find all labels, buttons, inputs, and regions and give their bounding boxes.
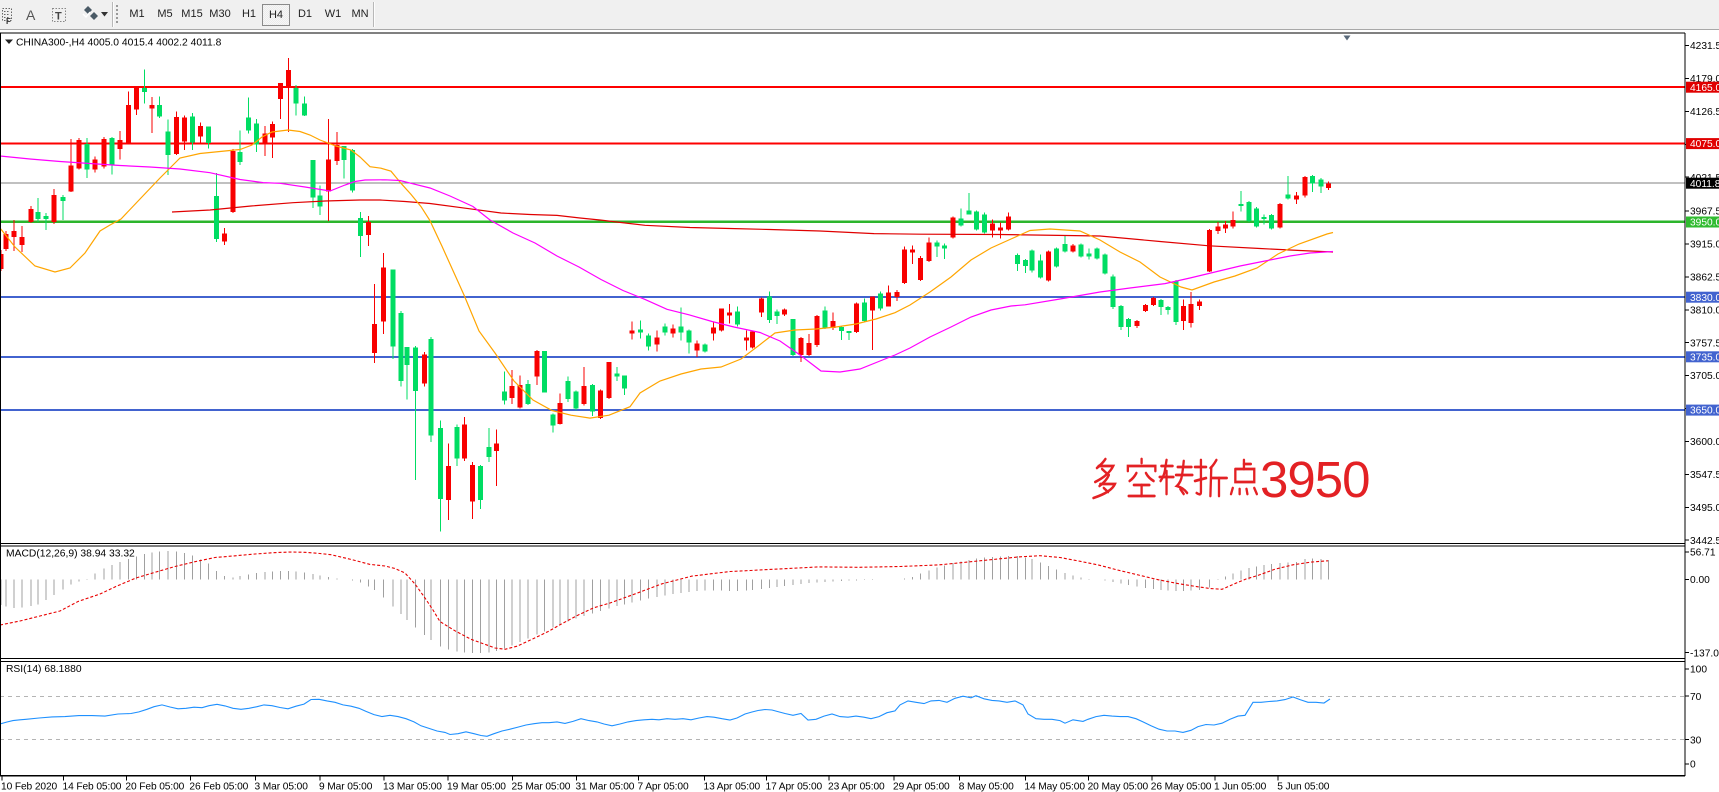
svg-text:3 Mar 05:00: 3 Mar 05:00 (255, 782, 309, 792)
svg-text:F: F (6, 17, 11, 26)
svg-text:30: 30 (1690, 735, 1702, 746)
svg-text:14 May 05:00: 14 May 05:00 (1024, 782, 1085, 792)
svg-text:3442.5: 3442.5 (1690, 536, 1719, 547)
svg-text:3862.5: 3862.5 (1690, 272, 1719, 283)
svg-text:-137.01: -137.01 (1690, 648, 1719, 659)
svg-text:20 May 05:00: 20 May 05:00 (1088, 782, 1149, 792)
svg-text:4011.8: 4011.8 (1690, 179, 1719, 190)
svg-text:31 Mar 05:00: 31 Mar 05:00 (576, 782, 635, 792)
svg-text:3950: 3950 (1260, 451, 1369, 508)
svg-text:3705.0: 3705.0 (1690, 371, 1719, 382)
svg-text:4231.5: 4231.5 (1690, 41, 1719, 52)
svg-text:100: 100 (1690, 665, 1707, 676)
svg-text:3967.5: 3967.5 (1690, 207, 1719, 218)
svg-text:26 May 05:00: 26 May 05:00 (1151, 782, 1212, 792)
svg-text:RSI(14) 68.1880: RSI(14) 68.1880 (6, 664, 82, 675)
svg-text:3735.0: 3735.0 (1690, 352, 1719, 363)
svg-text:1 Jun 05:00: 1 Jun 05:00 (1214, 782, 1267, 792)
svg-text:23 Apr 05:00: 23 Apr 05:00 (828, 782, 885, 792)
svg-text:25 Mar 05:00: 25 Mar 05:00 (512, 782, 571, 792)
svg-text:A: A (26, 7, 36, 23)
svg-text:26 Feb 05:00: 26 Feb 05:00 (189, 782, 248, 792)
svg-text:4126.5: 4126.5 (1690, 107, 1719, 118)
svg-text:13 Apr 05:00: 13 Apr 05:00 (704, 782, 761, 792)
svg-text:3650.0: 3650.0 (1690, 406, 1719, 417)
svg-text:8 May 05:00: 8 May 05:00 (959, 782, 1014, 792)
svg-text:3600.0: 3600.0 (1690, 437, 1719, 448)
svg-text:3950.0: 3950.0 (1690, 218, 1719, 229)
svg-text:19 Mar 05:00: 19 Mar 05:00 (447, 782, 506, 792)
svg-text:7 Apr 05:00: 7 Apr 05:00 (638, 782, 689, 792)
svg-text:13 Mar 05:00: 13 Mar 05:00 (383, 782, 442, 792)
svg-text:29 Apr 05:00: 29 Apr 05:00 (893, 782, 950, 792)
svg-text:56.71: 56.71 (1690, 548, 1716, 559)
svg-text:14 Feb 05:00: 14 Feb 05:00 (63, 782, 122, 792)
svg-text:3495.0: 3495.0 (1690, 503, 1719, 514)
svg-text:0: 0 (1690, 760, 1696, 771)
svg-text:20 Feb 05:00: 20 Feb 05:00 (125, 782, 184, 792)
svg-text:4075.0: 4075.0 (1690, 139, 1719, 150)
svg-text:4165.0: 4165.0 (1690, 83, 1719, 94)
svg-text:3810.0: 3810.0 (1690, 305, 1719, 316)
svg-text:3547.5: 3547.5 (1690, 470, 1719, 481)
svg-text:CHINA300-,H4 4005.0 4015.4 40: CHINA300-,H4 4005.0 4015.4 4002.2 4011.8 (16, 38, 222, 49)
svg-text:70: 70 (1690, 692, 1702, 703)
svg-text:MACD(12,26,9) 38.94 33.32: MACD(12,26,9) 38.94 33.32 (6, 549, 135, 560)
svg-text:3915.0: 3915.0 (1690, 240, 1719, 251)
svg-text:17 Apr 05:00: 17 Apr 05:00 (766, 782, 823, 792)
svg-text:3830.0: 3830.0 (1690, 293, 1719, 304)
svg-text:3757.5: 3757.5 (1690, 338, 1719, 349)
svg-text:4179.0: 4179.0 (1690, 74, 1719, 85)
svg-text:T: T (55, 11, 62, 23)
svg-text:0.00: 0.00 (1690, 575, 1710, 586)
svg-text:9 Mar 05:00: 9 Mar 05:00 (319, 782, 373, 792)
svg-text:5 Jun 05:00: 5 Jun 05:00 (1277, 782, 1330, 792)
svg-text:10 Feb 2020: 10 Feb 2020 (1, 782, 58, 792)
